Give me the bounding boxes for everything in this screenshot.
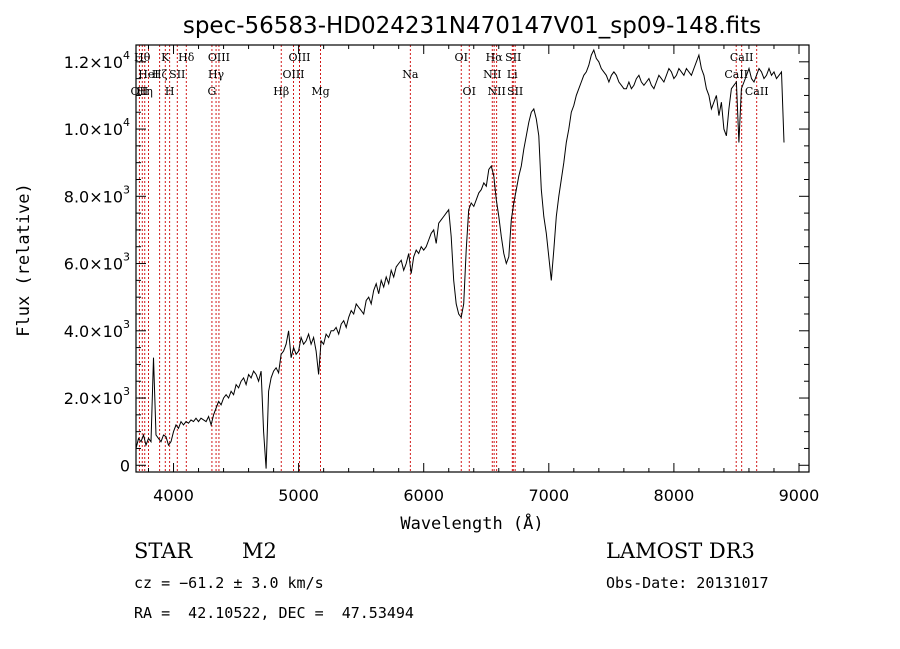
spectrum-line [135,48,785,469]
y-tick-mantissa-6: 1.2×10 [64,53,123,72]
line-label-18: OI [463,85,476,98]
y-tick-mantissa-0: 0 [120,456,130,475]
line-label-6: H [165,85,175,98]
y-tick-label-2: 4.0×103 [64,318,130,341]
line-label-2: Hη [137,85,153,98]
x-tick-label-3: 7000 [528,486,569,505]
y-axis-label: Flux (relative) [14,183,34,337]
line-label-27: CaII [745,85,769,98]
line-label-21: NII [487,85,505,98]
y-tick-mantissa-1: 2.0×10 [64,389,123,408]
y-tick-mantissa-3: 6.0×10 [64,255,123,274]
y-tick-label-3: 6.0×103 [64,251,130,274]
x-tick-label-0: 4000 [153,486,194,505]
redshift-cz: cz = −61.2 ± 3.0 km/s [134,574,324,592]
line-label-19: NII [483,68,501,81]
y-tick-exponent-2: 3 [123,318,130,331]
y-tick-label-4: 8.0×103 [64,183,130,206]
chart-title: spec-56583-HD024231N470147V01_sp09-148.f… [183,13,761,39]
line-label-11: OIII [208,51,230,64]
y-tick-label-6: 1.2×104 [64,49,130,72]
line-label-22: Li [507,68,518,81]
line-label-4: Hζ [152,68,168,81]
x-tick-label-5: 9000 [779,486,820,505]
line-label-0: OII [131,85,149,98]
line-label-25: CaII [724,68,748,81]
y-tick-exponent-1: 3 [123,385,130,398]
line-label-15: Mg [311,85,329,98]
y-tick-mantissa-2: 4.0×10 [64,322,123,341]
y-tick-label-5: 1.0×104 [64,116,130,139]
x-axis-label: Wavelength (Å) [400,512,543,534]
line-markers [138,45,758,472]
x-tick-label-1: 5000 [278,486,319,505]
y-tick-exponent-5: 4 [123,116,130,129]
line-label-24: SII [507,85,523,98]
observation-date: Obs-Date: 20131017 [606,574,769,592]
object-class: STAR [134,539,193,563]
y-tick-label-0: 0 [120,456,130,475]
line-label-1: Hθ [134,51,151,64]
y-tick-mantissa-4: 8.0×10 [64,187,123,206]
line-label-20: Hα [486,51,504,64]
y-tick-exponent-3: 3 [123,251,130,264]
x-tick-label-4: 8000 [654,486,695,505]
survey-name: LAMOST DR3 [606,539,755,563]
x-axis-ticks: 4000 5000 6000 7000 8000 9000 [148,45,820,505]
line-label-17: OI [455,51,468,64]
x-tick-label-2: 6000 [403,486,444,505]
object-subclass: M2 [242,539,277,563]
line-label-13: OIII [282,68,304,81]
y-tick-exponent-4: 3 [123,183,130,196]
line-label-7: SII [169,68,185,81]
y-tick-label-1: 2.0×103 [64,385,130,408]
spectrum-chart: spec-56583-HD024231N470147V01_sp09-148.f… [14,13,820,534]
line-label-26: CaII [730,51,754,64]
line-label-3: HeI [138,68,158,81]
line-label-16: Na [402,68,419,81]
line-label-23: SII [505,51,521,64]
plot-frame [135,44,810,473]
y-axis-ticks: 02.0×1034.0×1036.0×1038.0×1031.0×1041.2×… [64,49,809,475]
line-label-8: Hδ [178,51,195,64]
line-label-14: OIII [288,51,310,64]
y-tick-mantissa-5: 1.0×10 [64,120,123,139]
y-tick-exponent-6: 4 [123,49,130,62]
line-label-10: Hγ [208,68,225,81]
ra-dec-coordinates: RA = 42.10522, DEC = 47.53494 [134,604,414,622]
line-label-5: K [161,51,170,64]
line-label-12: Hβ [273,85,289,98]
line-label-9: G [208,85,217,98]
